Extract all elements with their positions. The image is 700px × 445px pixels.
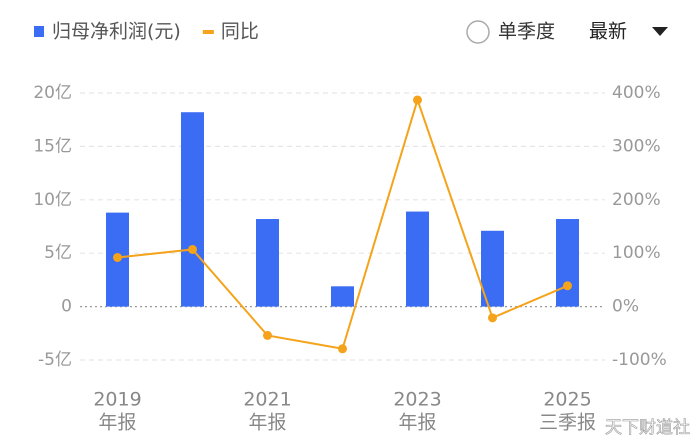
y-tick-label: -5亿 [38,350,72,370]
bar [406,211,429,307]
x-tick-label: 2019 [93,389,141,411]
line-point [113,252,122,262]
bar [556,219,579,307]
line-point [188,244,197,254]
legend-bar-icon [34,26,44,37]
legend-line-icon [202,30,214,34]
dropdown-arrow[interactable] [652,27,668,36]
y-tick-label: 20亿 [33,83,72,103]
x-tick-label: 年报 [398,412,436,434]
legend-label: 同比 [221,21,259,43]
watermark: 天下财道社 [605,418,690,438]
legend-label: 归母净利润(元) [52,21,181,43]
bar [256,219,279,307]
x-tick-label: 2025 [543,389,591,411]
y-tick-label: 15亿 [33,136,72,156]
y2-tick-label: 300% [612,136,661,156]
x-tick-label: 三季报 [539,412,596,434]
line-point [413,95,422,105]
radio-button[interactable] [466,20,490,44]
line-point [563,281,572,291]
line-point [263,330,272,340]
y-tick-label: 5亿 [44,243,72,263]
y-tick-label: 10亿 [33,190,72,210]
y2-tick-label: 400% [612,83,661,103]
bar [481,230,504,307]
bar [181,112,204,307]
single-quarter-label[interactable]: 单季度 [498,21,555,43]
x-tick-label: 2021 [243,389,291,411]
period-select[interactable]: 最新 [589,21,627,43]
bar [331,286,354,307]
x-tick-label: 年报 [248,412,286,434]
x-tick-label: 年报 [98,412,136,434]
line-point [488,313,497,323]
x-tick-label: 2023 [393,389,441,411]
y2-tick-label: 100% [612,243,661,263]
y2-tick-label: -100% [612,350,667,370]
line-point [338,344,347,354]
y2-tick-label: 0% [612,297,639,317]
y-tick-label: 0 [61,297,72,317]
y2-tick-label: 200% [612,190,661,210]
